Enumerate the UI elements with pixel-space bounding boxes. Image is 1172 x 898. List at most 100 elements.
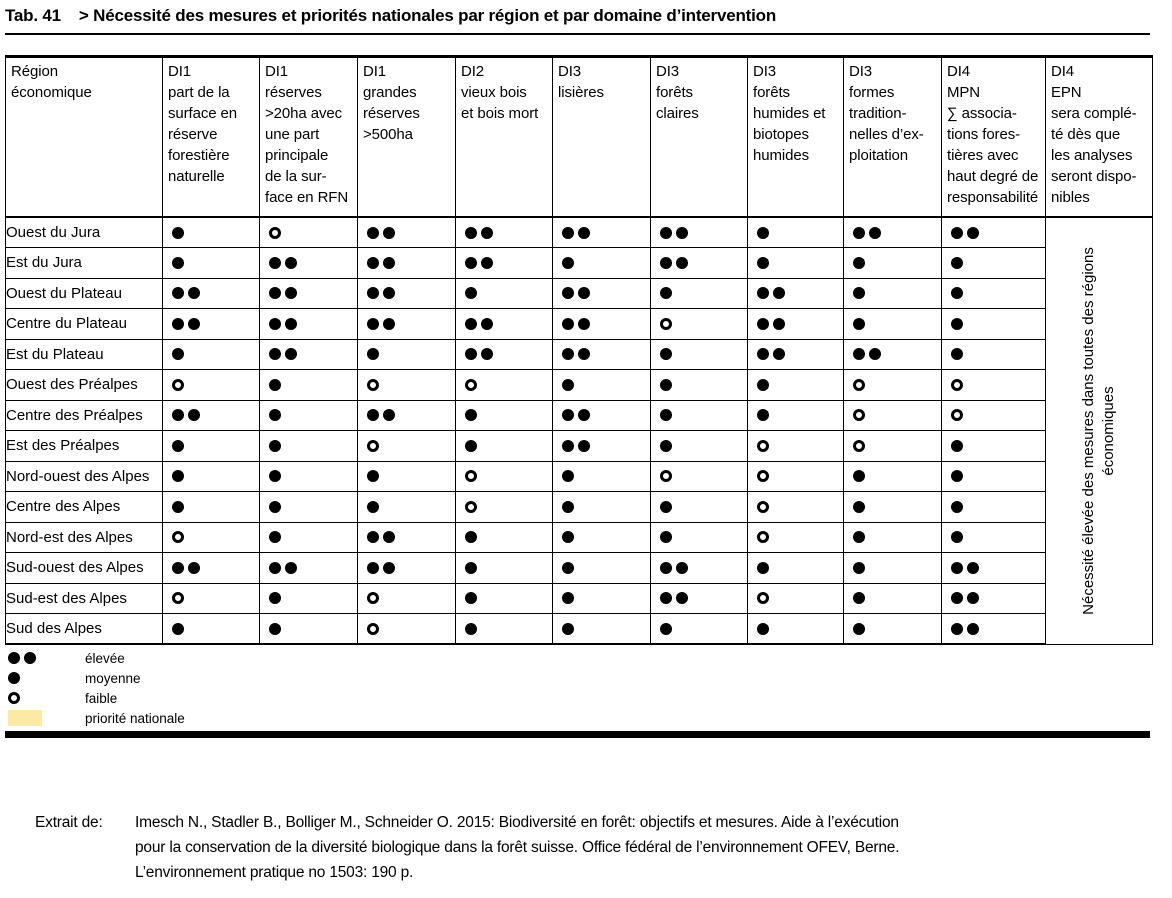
- filled-dot-icon: [676, 561, 688, 574]
- priority-cell: [259, 430, 358, 462]
- priority-cell: [650, 216, 748, 248]
- filled-dot-icon: [660, 561, 672, 574]
- table-row: Sud-ouest des Alpes: [5, 552, 1153, 584]
- priority-cell: [259, 521, 358, 553]
- filled-dot-icon: [757, 622, 769, 635]
- priority-cell: [650, 582, 748, 614]
- filled-dot-icon: [578, 348, 590, 361]
- filled-dot-icon: [367, 470, 379, 483]
- region-label: Sud des Alpes: [5, 613, 163, 645]
- epn-column-cell: Nécessité élevée des mesures dans toutes…: [1045, 216, 1153, 645]
- filled-dot-icon: [967, 561, 979, 574]
- table-row: Sud-est des Alpes: [5, 582, 1153, 614]
- legend: élevée moyenne faible priorité nationale: [8, 648, 185, 728]
- table-row: Ouest du Jura Nécessité élevée des mesure…: [5, 216, 1153, 645]
- filled-dot-icon: [188, 409, 200, 422]
- filled-dot-icon: [465, 256, 477, 269]
- priority-cell: [455, 460, 553, 492]
- filled-dot-icon: [269, 256, 281, 269]
- filled-dot-icon: [853, 348, 865, 361]
- filled-dot-icon: [465, 561, 477, 574]
- priority-cell: [650, 613, 748, 645]
- priority-cell: [162, 338, 260, 370]
- filled-dot-icon: [562, 317, 574, 330]
- filled-dot-icon: [951, 470, 963, 483]
- region-label: Est du Plateau: [5, 338, 163, 370]
- priority-cell: [941, 460, 1046, 492]
- filled-dot-icon: [269, 409, 281, 422]
- priority-cell: [941, 582, 1046, 614]
- priority-cell: [162, 216, 260, 248]
- open-dot-icon: [951, 378, 963, 391]
- priority-cell: [357, 369, 456, 401]
- filled-dot-icon: [172, 256, 184, 269]
- filled-dot-icon: [951, 348, 963, 361]
- legend-item: faible: [8, 688, 185, 708]
- filled-dot-icon: [367, 317, 379, 330]
- filled-dot-icon: [465, 622, 477, 635]
- region-label: Est du Jura: [5, 247, 163, 279]
- priority-cell: [259, 277, 358, 309]
- citation-line: Imesch N., Stadler B., Bolliger M., Schn…: [135, 814, 899, 831]
- filled-dot-icon: [578, 317, 590, 330]
- priority-cell: [259, 582, 358, 614]
- priority-cell: [843, 491, 942, 523]
- priority-cell: [357, 430, 456, 462]
- filled-dot-icon: [172, 287, 184, 300]
- filled-dot-icon: [562, 378, 574, 391]
- column-header-2: DI1 réserves >20ha avec une part principale d…: [259, 55, 358, 218]
- filled-dot-icon: [853, 592, 865, 605]
- priority-cell: [552, 399, 651, 431]
- priority-cell: [357, 247, 456, 279]
- priority-cell: [941, 247, 1046, 279]
- priority-cell: [650, 308, 748, 340]
- filled-dot-icon: [951, 622, 963, 635]
- open-dot-icon: [465, 378, 477, 391]
- priority-cell: [455, 369, 553, 401]
- column-header-7: DI3 forêts humides et biotopes humides: [747, 55, 844, 218]
- priority-cell: [259, 308, 358, 340]
- priority-cell: [357, 308, 456, 340]
- filled-dot-icon: [285, 348, 297, 361]
- priority-cell: [455, 216, 553, 248]
- priority-cell: [747, 613, 844, 645]
- filled-dot-icon: [660, 409, 672, 422]
- priority-cell: [650, 399, 748, 431]
- priority-cell: [552, 369, 651, 401]
- priority-cell: [941, 277, 1046, 309]
- priority-cell: [843, 521, 942, 553]
- filled-dot-icon: [562, 470, 574, 483]
- filled-dot-icon: [367, 256, 379, 269]
- priority-cell: [843, 308, 942, 340]
- filled-dot-icon: [757, 226, 769, 239]
- priority-cell: [941, 613, 1046, 645]
- priority-cell: [552, 430, 651, 462]
- legend-label: faible: [85, 690, 118, 706]
- filled-dot-icon: [465, 317, 477, 330]
- filled-dot-icon: [172, 500, 184, 513]
- region-label: Centre des Préalpes: [5, 399, 163, 431]
- priority-cell: [552, 338, 651, 370]
- filled-dot-icon: [562, 622, 574, 635]
- legend-item: élevée: [8, 648, 185, 668]
- filled-dot-icon: [481, 348, 493, 361]
- table-row: Ouest des Préalpes: [5, 369, 1153, 401]
- region-label: Ouest du Plateau: [5, 277, 163, 309]
- priority-cell: [259, 216, 358, 248]
- priority-cell: [747, 430, 844, 462]
- priority-cell: [747, 399, 844, 431]
- priority-cell: [162, 521, 260, 553]
- filled-dot-icon: [676, 226, 688, 239]
- table-row: Est du Plateau: [5, 338, 1153, 370]
- priority-cell: [162, 399, 260, 431]
- region-label: Centre des Alpes: [5, 491, 163, 523]
- open-dot-icon: [367, 622, 379, 635]
- filled-dot-icon: [269, 622, 281, 635]
- region-label: Sud-ouest des Alpes: [5, 552, 163, 584]
- filled-dot-icon: [285, 287, 297, 300]
- priority-cell: [455, 521, 553, 553]
- open-dot-icon: [8, 692, 85, 704]
- filled-dot-icon: [367, 348, 379, 361]
- priority-cell: [357, 216, 456, 248]
